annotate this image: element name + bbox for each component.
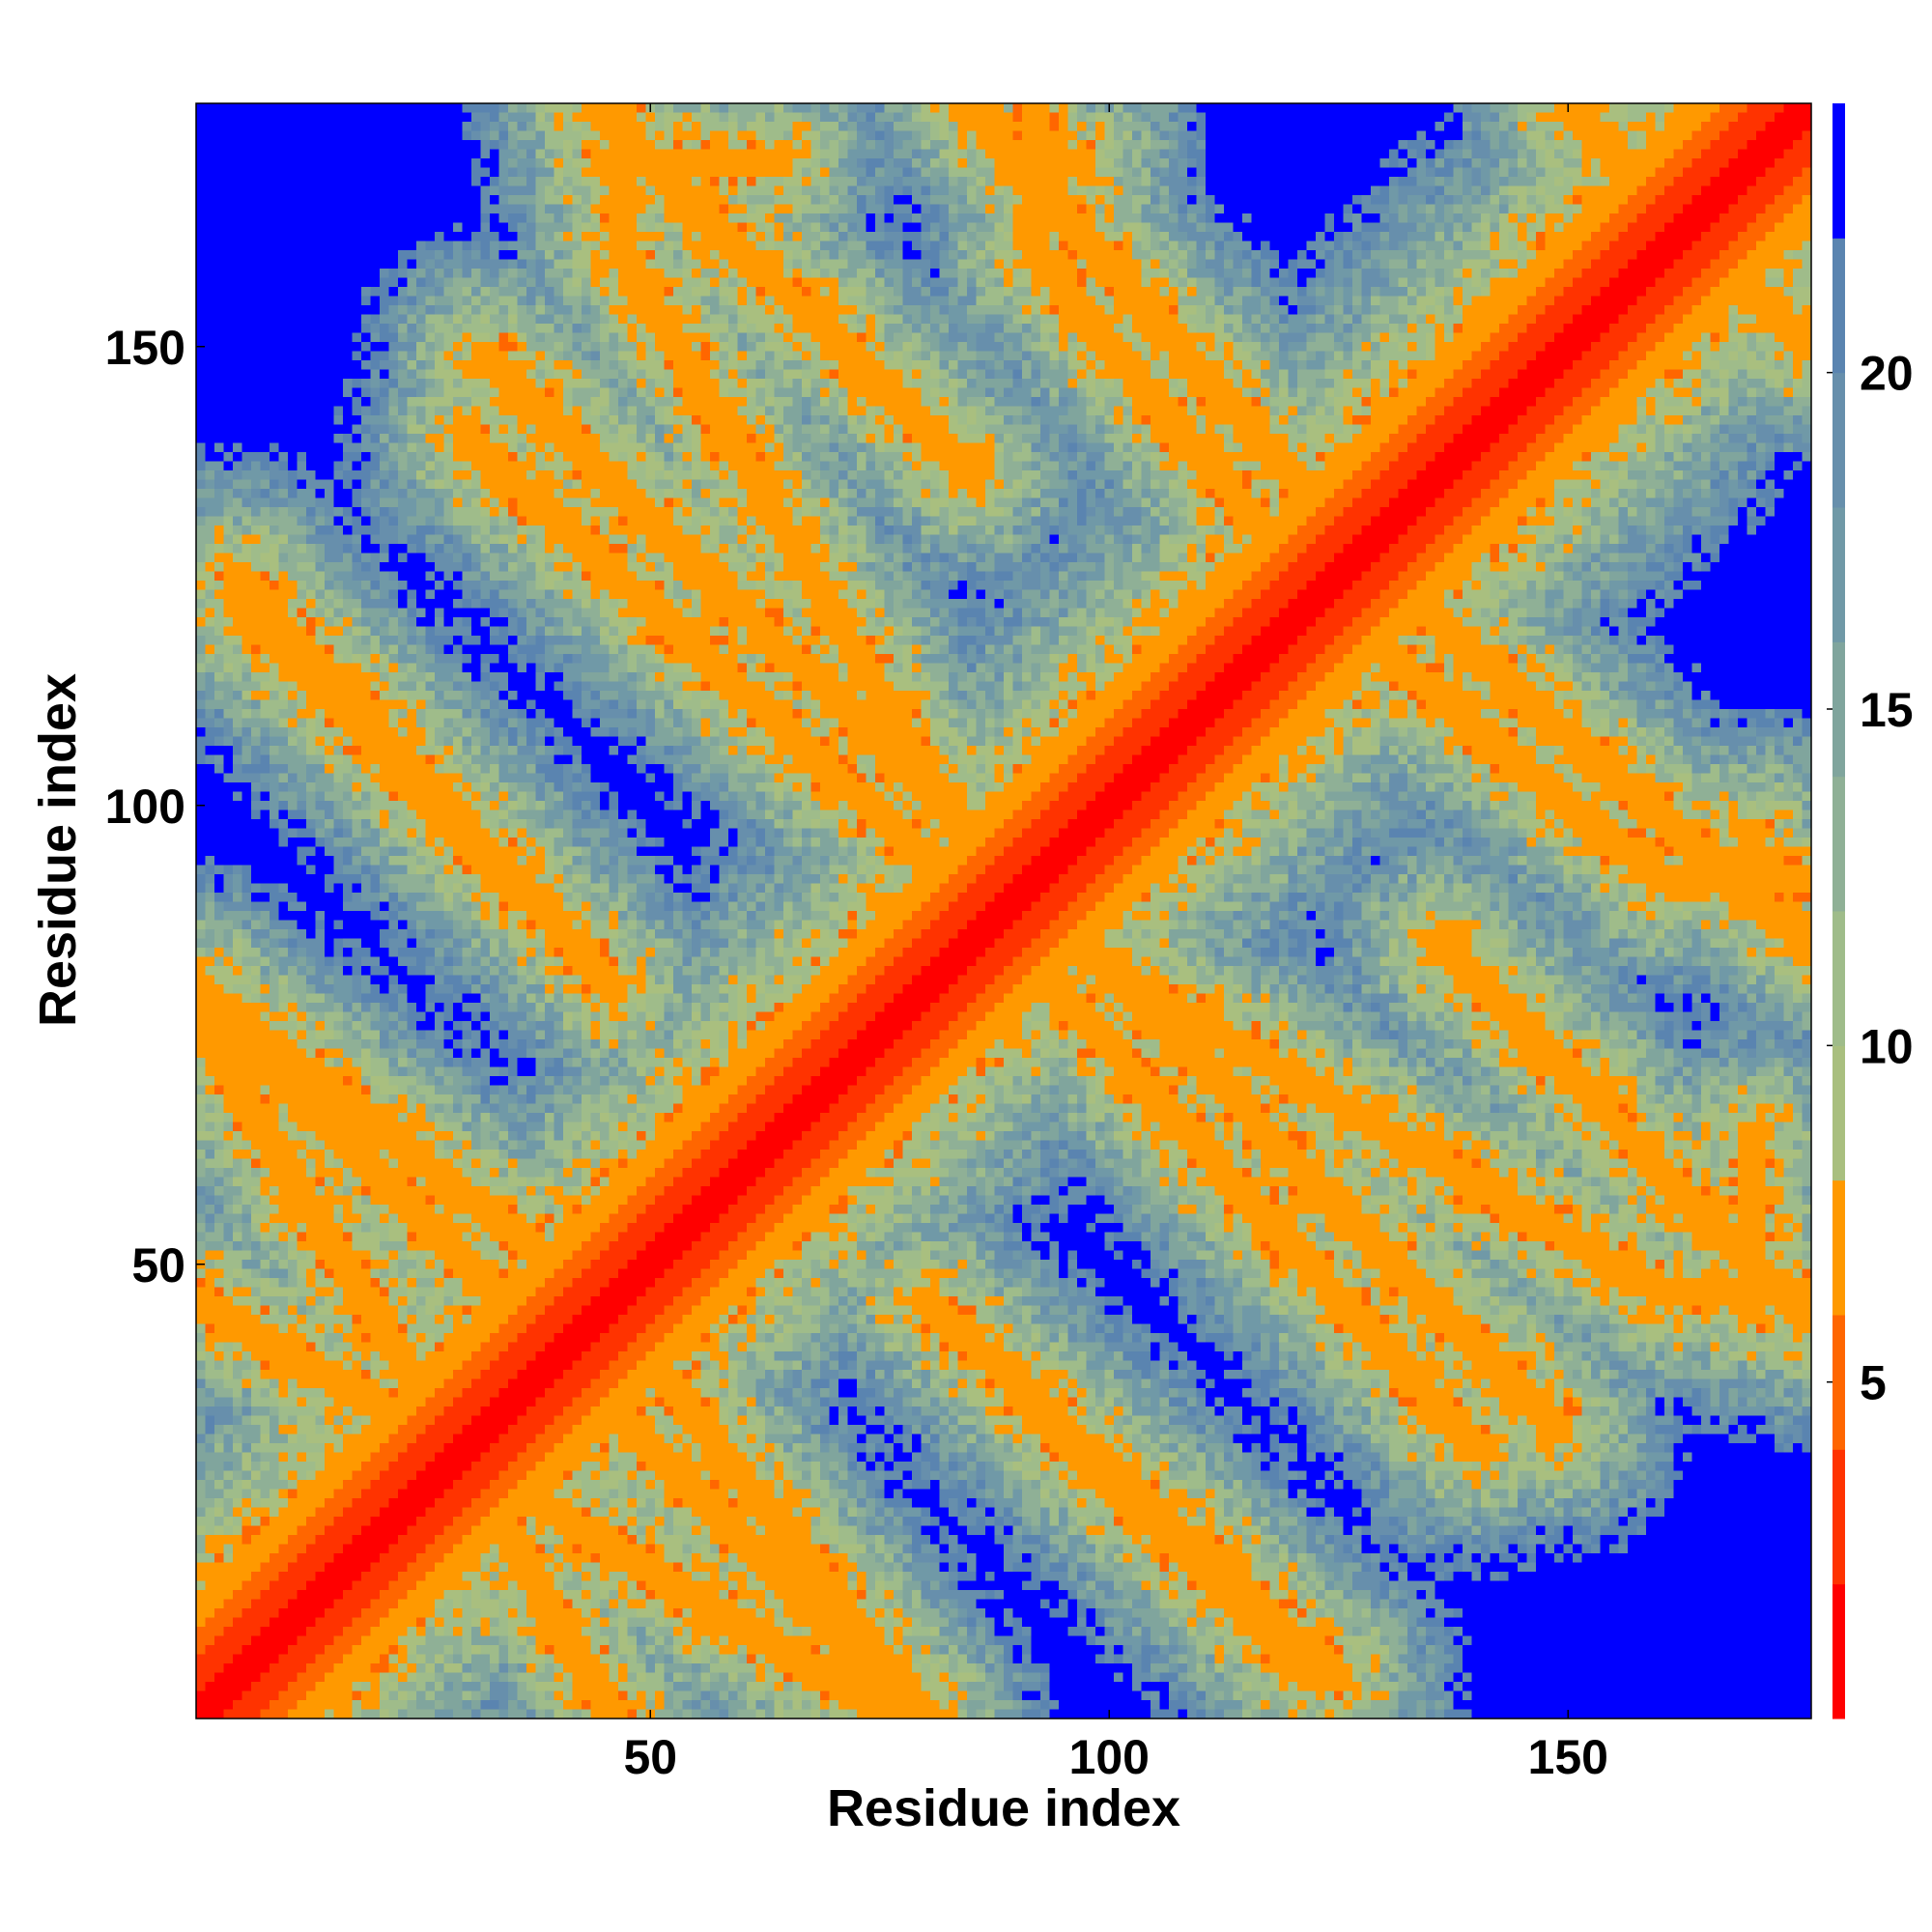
colorbar-segment [1833,1179,1845,1316]
colorbar-segment [1833,1583,1845,1719]
colorbar [1833,103,1845,1719]
x-tick-label: 50 [623,1730,677,1784]
x-axis: 50 100 150 [623,103,1608,1784]
y-axis: 50 100 150 [105,321,205,1293]
y-tick-label: 150 [105,321,185,375]
x-tick-label: 150 [1528,1730,1608,1784]
heatmap-cells [196,103,1811,1719]
colorbar-tick-label: 10 [1860,1019,1914,1073]
colorbar-segment [1833,1045,1845,1181]
colorbar-axis: 5 10 15 20 [1827,347,1914,1410]
y-tick-label: 100 [105,780,185,834]
y-tick-label: 50 [131,1238,185,1293]
colorbar-segment [1833,1315,1845,1450]
colorbar-segment [1833,776,1845,912]
y-axis-title: Residue index [29,673,87,1027]
colorbar-segment [1833,911,1845,1046]
colorbar-segment [1833,372,1845,508]
colorbar-tick-label: 20 [1860,347,1914,401]
x-tick-label: 100 [1069,1730,1150,1784]
colorbar-segment [1833,1449,1845,1585]
colorbar-tick-label: 5 [1860,1356,1887,1410]
colorbar-segment [1833,238,1845,374]
colorbar-segment [1833,103,1845,239]
plot-frame [195,102,1812,1719]
colorbar-tick-label: 15 [1860,683,1914,737]
colorbar-segment [1833,507,1845,642]
x-axis-title: Residue index [827,1779,1180,1837]
colorbar-segment [1833,641,1845,778]
